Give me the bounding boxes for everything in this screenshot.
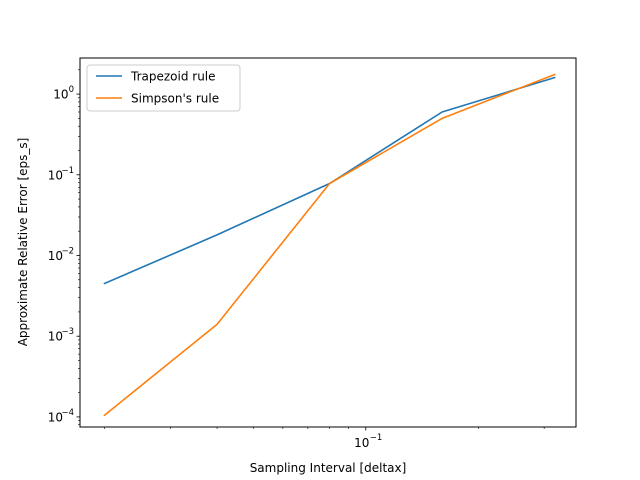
y-tick-label-0: 10	[48, 410, 63, 424]
y-tick-label-4: 10	[53, 88, 68, 102]
y-axis-ticks: 10−410−310−210−110 0	[48, 69, 80, 426]
series-line-1	[103, 73, 556, 417]
plot-area: 10 −1 10−410−310−210−110 0	[48, 57, 577, 450]
x-tick-label-0: 10	[354, 436, 369, 450]
y-tick-exponent-0: −4	[61, 408, 74, 418]
legend: Trapezoid rule Simpson's rule	[86, 64, 241, 112]
x-tick-exponent-0: −1	[370, 433, 383, 443]
series-layer	[103, 73, 556, 417]
legend-box	[86, 64, 241, 112]
y-tick-label-3: 10	[48, 168, 63, 182]
y-tick-exponent-3: −1	[61, 166, 74, 176]
axes-frame	[79, 57, 577, 428]
legend-label-simpson: Simpson's rule	[131, 92, 219, 106]
y-tick-exponent-1: −3	[61, 327, 74, 337]
y-tick-exponent-4: 0	[69, 85, 74, 95]
x-axis-ticks: 10 −1	[104, 427, 545, 450]
y-axis-label: Approximate Relative Error [eps_s]	[16, 138, 30, 347]
y-tick-exponent-2: −2	[61, 247, 74, 257]
y-tick-label-2: 10	[48, 249, 63, 263]
y-tick-label-1: 10	[48, 330, 63, 344]
legend-label-trapezoid: Trapezoid rule	[130, 70, 216, 84]
x-axis-label: Sampling Interval [deltax]	[250, 461, 407, 475]
